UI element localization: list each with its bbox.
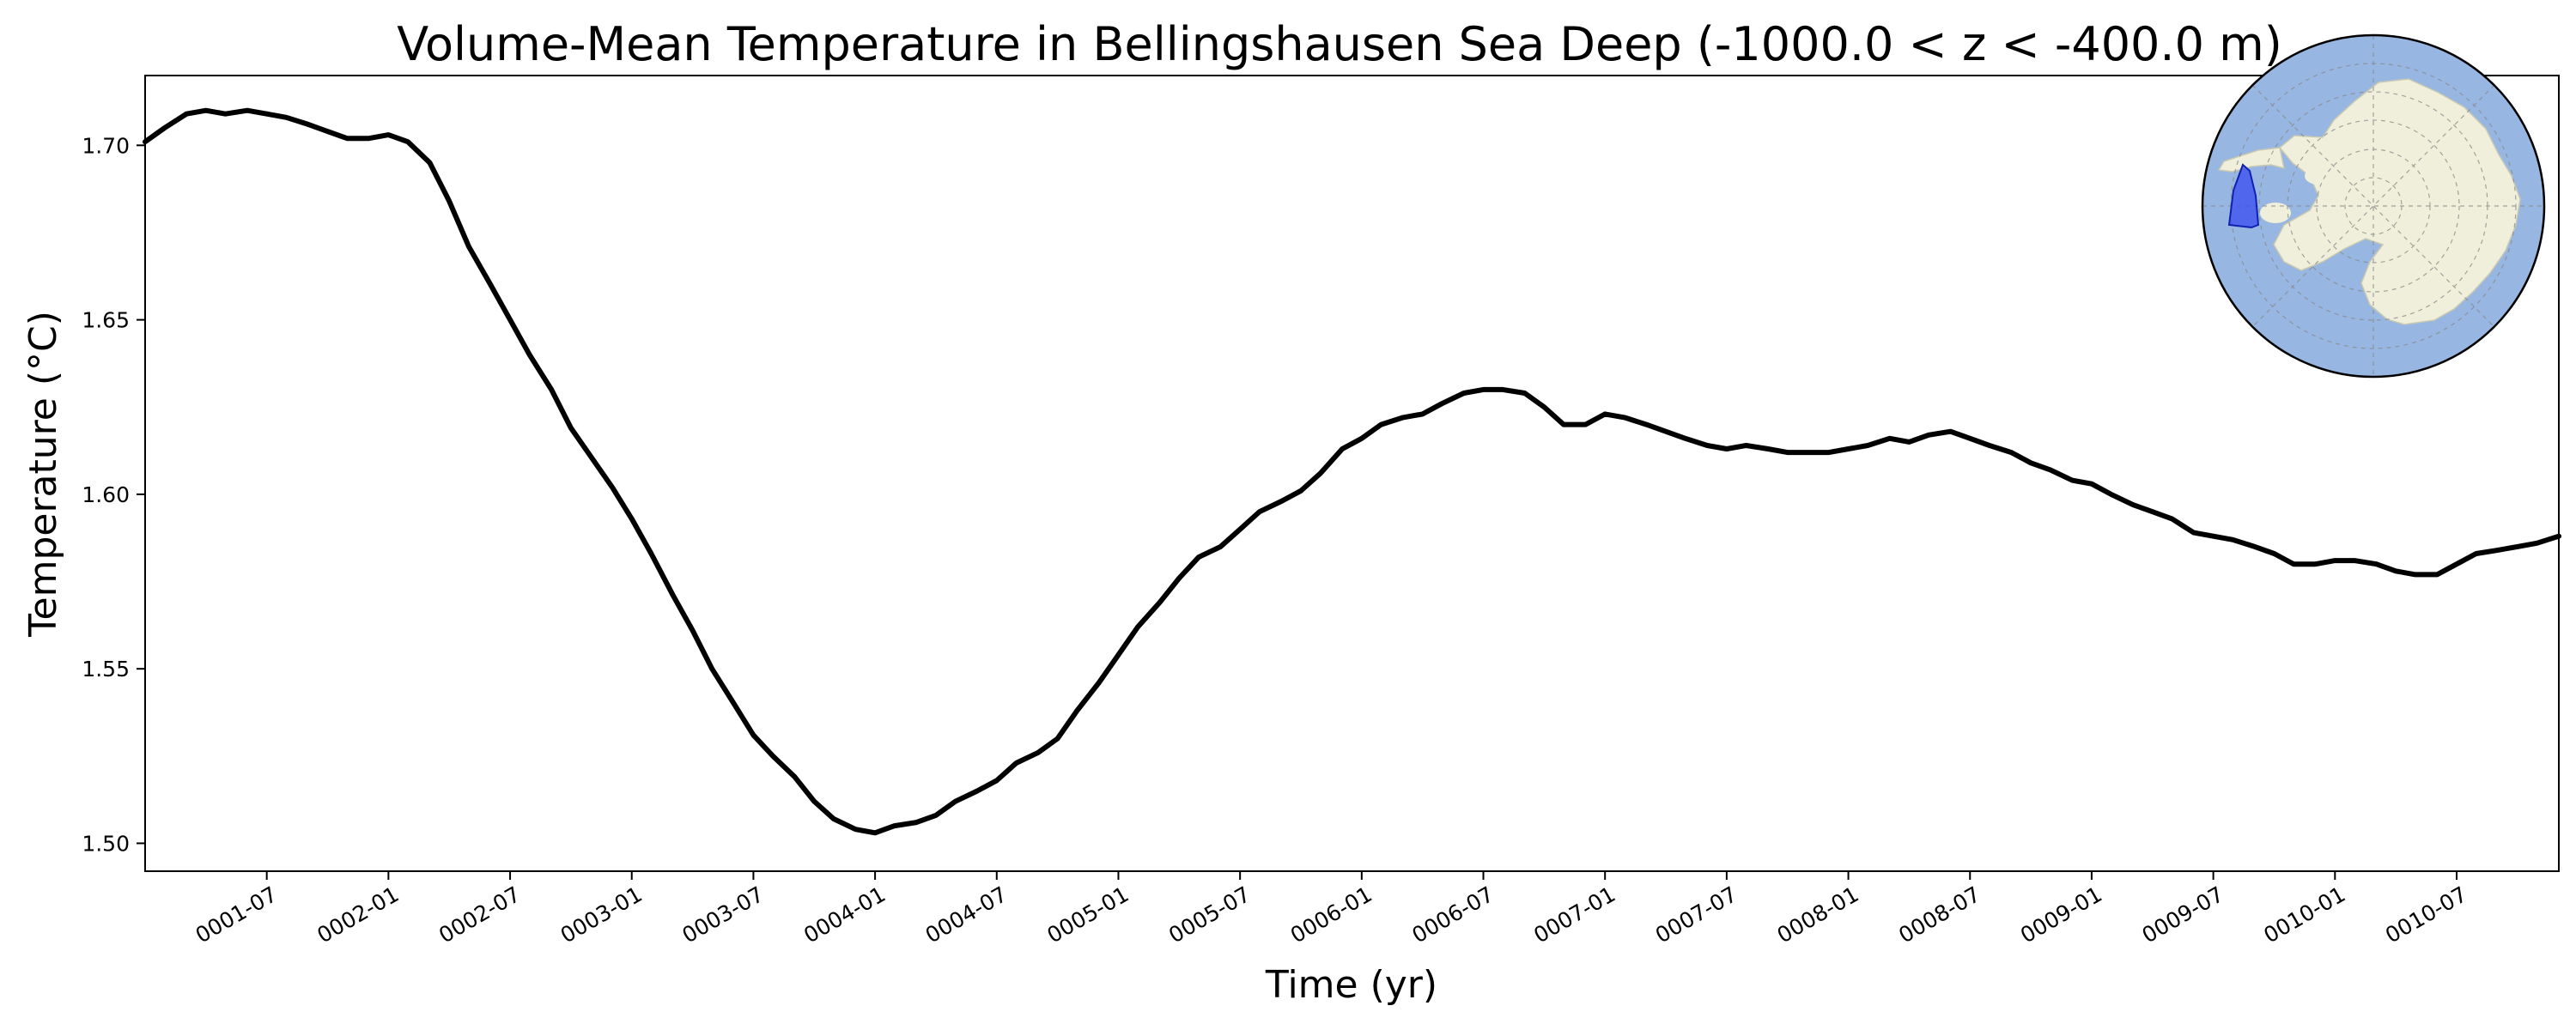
inset-island-2: [2332, 184, 2353, 197]
chart-title: Volume-Mean Temperature in Bellingshause…: [397, 17, 2282, 71]
x-tick-label: 0004-01: [799, 882, 890, 948]
x-tick-label: 0003-01: [556, 882, 647, 948]
plot-frame: [144, 75, 2560, 872]
inset-peninsula: [2217, 147, 2285, 173]
x-tick-label: 0009-07: [2138, 882, 2228, 948]
x-tick-label: 0008-07: [1894, 882, 1984, 948]
plot-area: 1.50 1.55 1.60 1.65 1.70 0001-07 0002-01 0002-…: [82, 75, 2561, 948]
y-ticks: 1.50 1.55 1.60 1.65 1.70: [82, 133, 145, 856]
y-tick-label: 1.60: [82, 482, 130, 507]
y-tick-label: 1.55: [82, 657, 130, 682]
y-tick-label: 1.70: [82, 133, 130, 158]
x-tick-label: 0008-01: [1773, 882, 1863, 948]
x-tick-label: 0005-01: [1042, 882, 1133, 948]
x-tick-label: 0010-07: [2381, 882, 2471, 948]
series-line-0: [143, 107, 2561, 836]
x-tick-label: 0004-07: [921, 882, 1012, 948]
x-tick-label: 0006-07: [1408, 882, 1498, 948]
inset-antarctica-land: [2273, 78, 2521, 325]
x-tick-label: 0001-07: [191, 882, 282, 948]
y-tick-label: 1.50: [82, 831, 130, 856]
x-tick-label: 0007-01: [1529, 882, 1619, 948]
inset-border: [2201, 33, 2546, 379]
x-tick-label: 0006-01: [1286, 882, 1376, 948]
x-tick-label: 0003-07: [677, 882, 768, 948]
inset-map-antarctica: [2201, 33, 2546, 379]
x-axis-label: Time (yr): [1265, 963, 1437, 1007]
x-tick-label: 0002-07: [434, 882, 525, 948]
x-tick-label: 0009-01: [2016, 882, 2106, 948]
inset-region-highlight: [2227, 163, 2260, 229]
y-axis-label: Temperature (°C): [21, 311, 65, 638]
x-ticks: 0001-07 0002-01 0002-07 0003-01 0003-07 0004-…: [191, 871, 2471, 948]
x-tick-label: 0002-01: [313, 882, 403, 948]
series-layer: [143, 107, 2561, 836]
x-tick-label: 0005-07: [1164, 882, 1255, 948]
x-tick-label: 0007-07: [1651, 882, 1741, 948]
inset-island-3: [2260, 203, 2291, 223]
inset-island-1: [2305, 167, 2332, 185]
x-tick-label: 0010-01: [2259, 882, 2349, 948]
y-tick-label: 1.65: [82, 308, 130, 333]
